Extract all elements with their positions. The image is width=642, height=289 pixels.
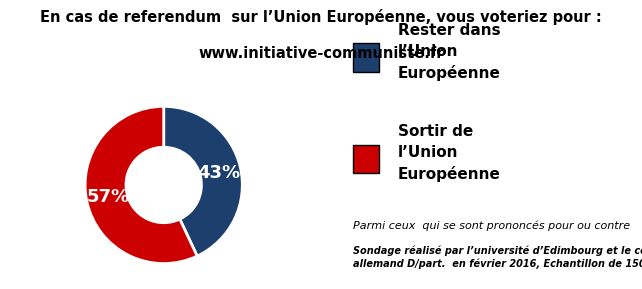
- Text: Sondage réalisé par l’université d’Edimbourg et le cercle de réflexion
allemand : Sondage réalisé par l’université d’Edimb…: [353, 245, 642, 269]
- Text: En cas de referendum  sur l’Union Européenne, vous voteriez pour :: En cas de referendum sur l’Union Europée…: [40, 9, 602, 25]
- Text: Sortir de
l’Union
Européenne: Sortir de l’Union Européenne: [398, 124, 501, 182]
- Text: 43%: 43%: [197, 164, 241, 181]
- Text: Rester dans
l’Union
Européenne: Rester dans l’Union Européenne: [398, 23, 501, 81]
- Wedge shape: [85, 106, 197, 264]
- Wedge shape: [164, 106, 242, 256]
- Text: 57%: 57%: [87, 188, 130, 206]
- FancyBboxPatch shape: [353, 144, 379, 173]
- Text: Parmi ceux  qui se sont prononcés pour ou contre: Parmi ceux qui se sont prononcés pour ou…: [353, 220, 630, 231]
- Text: www.initiative-communiste.fr: www.initiative-communiste.fr: [198, 46, 444, 61]
- FancyBboxPatch shape: [353, 43, 379, 72]
